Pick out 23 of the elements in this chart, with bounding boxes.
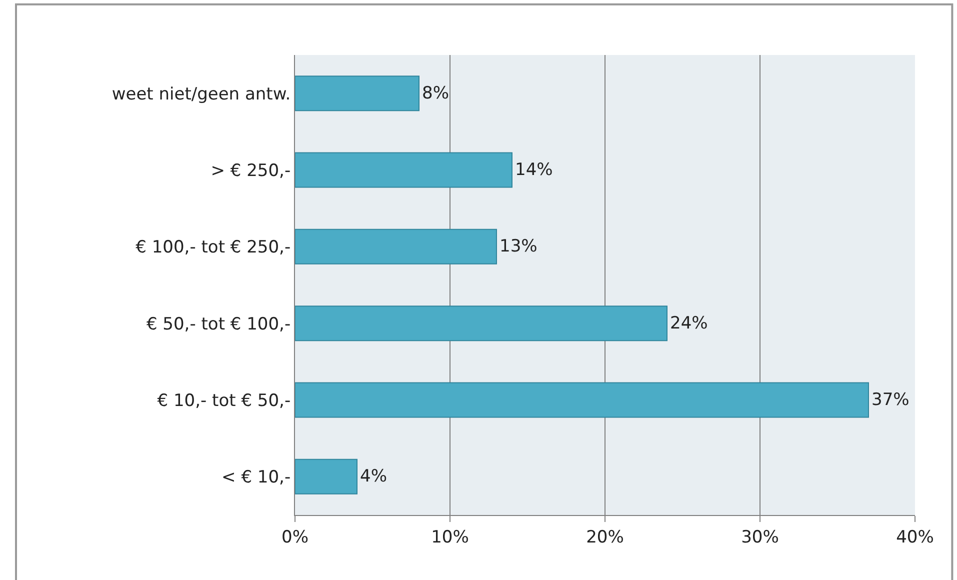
bar <box>295 228 497 264</box>
y-tick-label: weet niet/geen antw. <box>112 84 291 104</box>
data-label: 24% <box>670 313 708 334</box>
x-tick-label: 30% <box>741 527 779 548</box>
x-tick-label: 0% <box>282 527 308 548</box>
bar <box>295 152 512 188</box>
data-label: 37% <box>872 390 910 410</box>
bar <box>295 306 668 342</box>
bar <box>295 458 358 494</box>
bar <box>295 382 869 418</box>
data-label: 8% <box>422 83 449 104</box>
x-tick-label: 20% <box>586 527 624 548</box>
y-tick-label: € 100,- tot € 250,- <box>136 238 291 258</box>
x-tick-label: 10% <box>431 527 469 548</box>
y-tick-label: > € 250,- <box>210 160 291 181</box>
data-label: 13% <box>500 236 538 257</box>
data-label: 4% <box>360 466 387 487</box>
y-tick-label: < € 10,- <box>222 468 291 488</box>
x-tick-label: 40% <box>896 527 934 548</box>
y-tick-label: € 10,- tot € 50,- <box>157 390 291 411</box>
y-tick-label: € 50,- tot € 100,- <box>146 314 291 334</box>
data-label: 14% <box>515 160 553 180</box>
bar <box>295 76 420 112</box>
